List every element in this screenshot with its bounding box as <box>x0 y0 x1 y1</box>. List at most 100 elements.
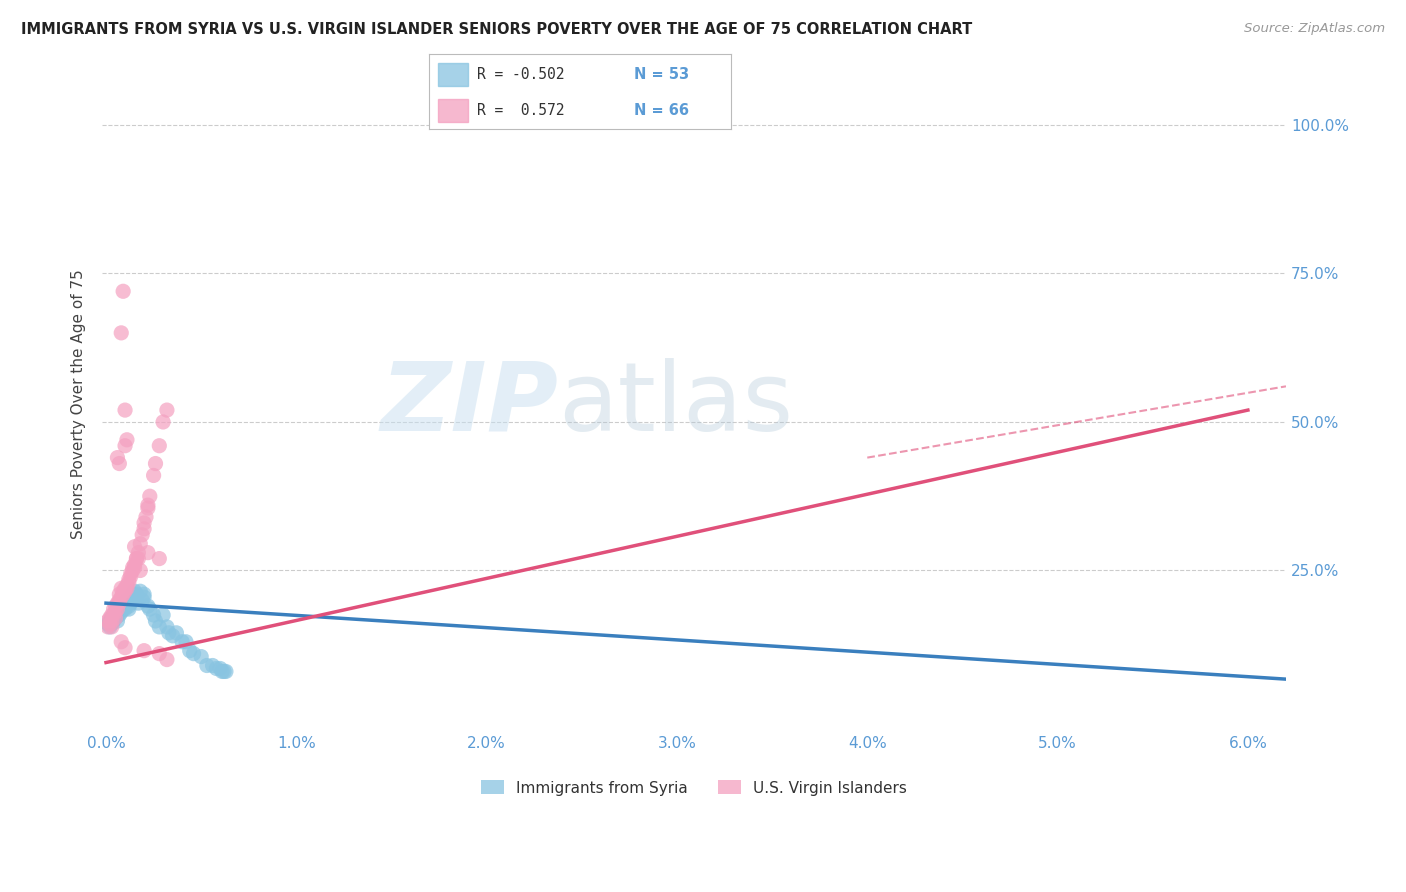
Point <box>215 665 238 679</box>
Text: R = -0.502: R = -0.502 <box>477 67 565 82</box>
Point <box>157 625 180 640</box>
Point <box>127 551 149 566</box>
Point <box>156 620 179 634</box>
Point <box>108 607 131 622</box>
Point <box>142 607 165 622</box>
Point <box>110 605 132 619</box>
Point <box>125 551 148 566</box>
Point <box>114 640 136 655</box>
Legend: Immigrants from Syria, U.S. Virgin Islanders: Immigrants from Syria, U.S. Virgin Islan… <box>475 774 914 802</box>
Point <box>114 584 136 599</box>
Point <box>98 616 121 631</box>
Point <box>156 652 179 666</box>
Point <box>110 599 132 614</box>
Point <box>132 522 155 536</box>
Point <box>100 620 122 634</box>
Point <box>103 607 125 622</box>
Point <box>124 540 146 554</box>
Point <box>115 593 138 607</box>
Point <box>136 498 159 512</box>
Point <box>129 584 152 599</box>
Point <box>139 602 162 616</box>
Point <box>115 582 138 596</box>
Point <box>103 602 125 616</box>
Point <box>136 546 159 560</box>
Text: IMMIGRANTS FROM SYRIA VS U.S. VIRGIN ISLANDER SENIORS POVERTY OVER THE AGE OF 75: IMMIGRANTS FROM SYRIA VS U.S. VIRGIN ISL… <box>21 22 973 37</box>
Point <box>120 566 142 581</box>
Point <box>107 450 129 465</box>
Point <box>112 285 135 299</box>
Point <box>110 634 132 648</box>
Point <box>118 575 141 590</box>
Point <box>136 501 159 516</box>
Point <box>115 578 138 592</box>
Point <box>107 596 129 610</box>
Point <box>115 433 138 447</box>
Point <box>139 489 162 503</box>
Point <box>201 658 224 673</box>
Point <box>129 564 152 578</box>
Point <box>120 569 142 583</box>
Point <box>118 599 141 614</box>
Text: atlas: atlas <box>558 358 793 450</box>
Point <box>129 537 152 551</box>
Point <box>112 584 135 599</box>
Point <box>190 649 212 664</box>
Text: R =  0.572: R = 0.572 <box>477 103 565 118</box>
Y-axis label: Seniors Poverty Over the Age of 75: Seniors Poverty Over the Age of 75 <box>72 269 86 539</box>
Point <box>97 616 120 631</box>
Point <box>108 596 131 610</box>
Point <box>98 620 121 634</box>
Point <box>104 611 127 625</box>
Point <box>136 599 159 614</box>
Point <box>174 634 197 648</box>
Text: ZIP: ZIP <box>380 358 558 450</box>
Point <box>112 587 135 601</box>
Point <box>121 564 143 578</box>
Point <box>97 614 120 628</box>
Point <box>107 607 129 622</box>
Point <box>209 661 232 675</box>
Point <box>183 647 205 661</box>
Point <box>145 457 167 471</box>
Point <box>104 605 127 619</box>
Point <box>195 658 218 673</box>
Point <box>179 643 201 657</box>
Point <box>108 602 131 616</box>
Point <box>121 587 143 601</box>
Point <box>162 629 184 643</box>
Point <box>125 587 148 601</box>
Point <box>108 593 131 607</box>
Point <box>98 614 121 628</box>
Point <box>103 607 125 622</box>
Point <box>114 582 136 596</box>
Point <box>148 439 170 453</box>
Point <box>120 596 142 610</box>
Point <box>152 607 174 622</box>
Point <box>104 605 127 619</box>
Point <box>112 602 135 616</box>
Point <box>98 611 121 625</box>
Text: N = 53: N = 53 <box>634 67 689 82</box>
Point <box>118 602 141 616</box>
Point <box>118 573 141 587</box>
Point <box>110 591 132 605</box>
Point <box>97 620 120 634</box>
Point <box>125 551 148 566</box>
Bar <box>437 63 468 87</box>
Point <box>104 611 127 625</box>
Point <box>110 582 132 596</box>
Point <box>100 607 122 622</box>
Point <box>165 625 187 640</box>
Bar <box>437 99 468 122</box>
Point <box>148 620 170 634</box>
Point <box>127 596 149 610</box>
Text: Source: ZipAtlas.com: Source: ZipAtlas.com <box>1244 22 1385 36</box>
Point <box>100 614 122 628</box>
Point <box>124 558 146 572</box>
Point <box>145 614 167 628</box>
Point <box>132 591 155 605</box>
Point <box>107 614 129 628</box>
Point <box>142 468 165 483</box>
Point <box>211 665 233 679</box>
